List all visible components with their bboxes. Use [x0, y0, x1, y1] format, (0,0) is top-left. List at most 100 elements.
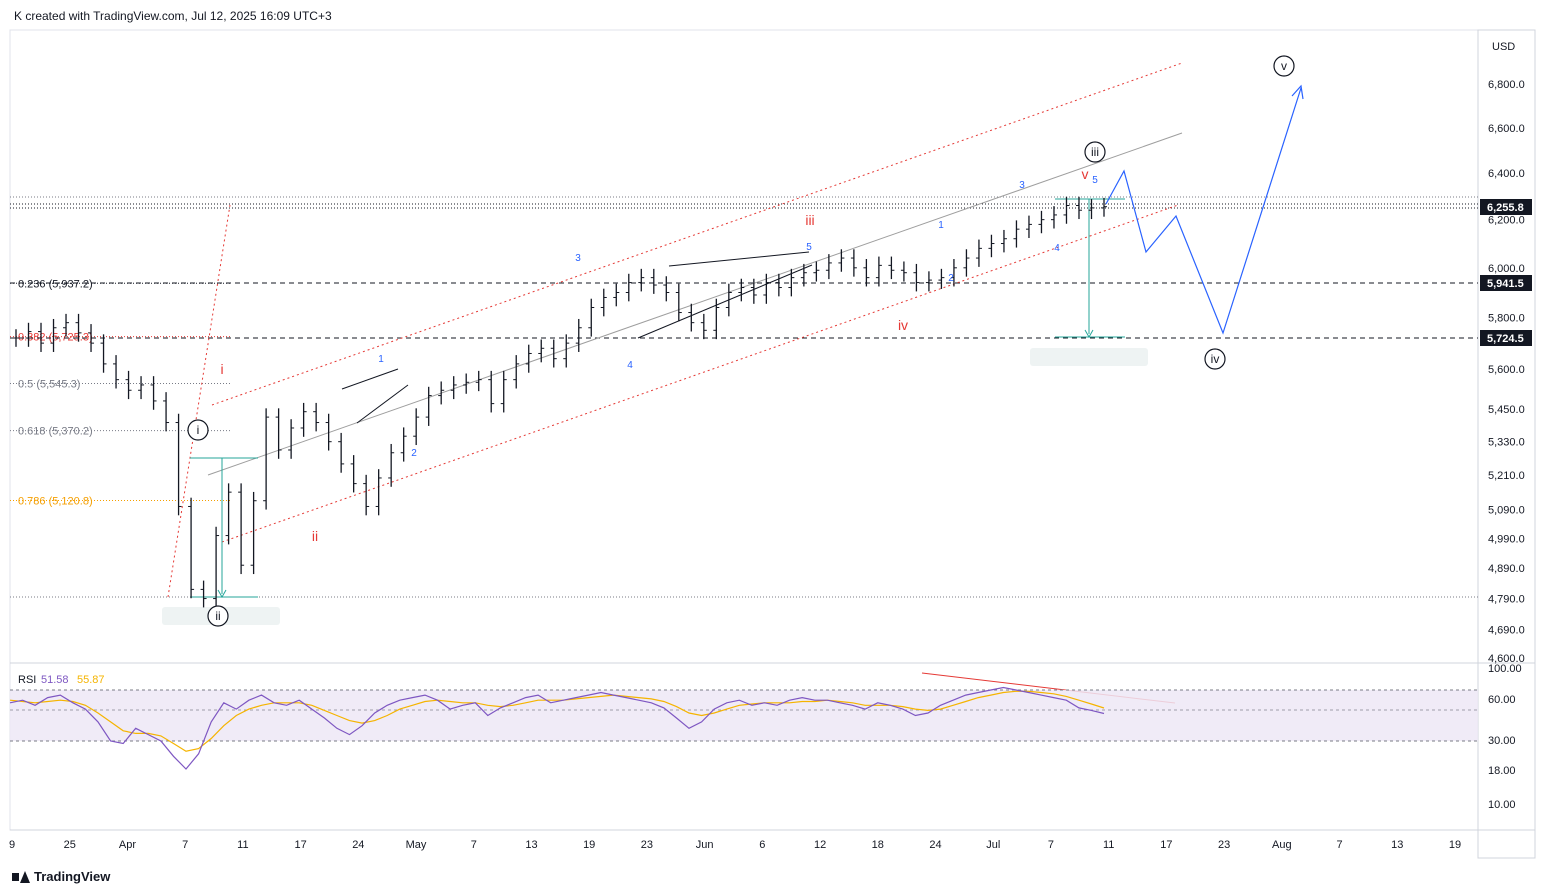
- time-tick: 6: [759, 839, 765, 851]
- price-tick: 6,000.0: [1488, 263, 1525, 275]
- time-tick: 7: [182, 839, 188, 851]
- wave-circle: [1084, 141, 1106, 163]
- price-tags[interactable]: 6,255.8 5,941.5 5,724.5: [1480, 199, 1532, 346]
- wave-label-blue: 1: [938, 220, 944, 231]
- price-axis[interactable]: 6,800.0 6,600.0 6,400.0 6,200.0 6,000.0 5,800…: [1488, 79, 1525, 665]
- fib-diagonal: [167, 204, 231, 598]
- price-tick: 4,690.0: [1488, 625, 1525, 637]
- wave-label-blue: 3: [1019, 180, 1025, 191]
- price-tick: 6,800.0: [1488, 79, 1525, 91]
- wave-circle: [1273, 55, 1295, 77]
- price-tick: 5,210.0: [1488, 470, 1525, 482]
- rsi-legend[interactable]: RSI 51.58 55.87: [18, 674, 105, 686]
- time-tick: 12: [814, 839, 826, 851]
- time-tick: May: [406, 839, 427, 851]
- price-tag-box: [1480, 330, 1532, 346]
- fib-label: 0.236 (5,937.2): [18, 278, 93, 290]
- rsi-legend-item: 51.58: [41, 674, 69, 686]
- wave-circle: [207, 605, 229, 627]
- wave-circle: [1204, 348, 1226, 370]
- wave-label-red: v: [1082, 166, 1089, 182]
- rsi-axis: 100.00 60.00 30.00 18.00 10.00: [1488, 663, 1522, 811]
- price-tick: 4,990.0: [1488, 533, 1525, 545]
- wave-label-blue: 1: [378, 354, 384, 365]
- time-tick: Aug: [1272, 839, 1292, 851]
- fib-label: 0.618 (5,370.2): [18, 426, 93, 438]
- axis-box: [1477, 29, 1536, 859]
- rsi-band: [10, 690, 1478, 741]
- price-tick: 5,600.0: [1488, 364, 1525, 376]
- time-tick: 25: [64, 839, 76, 851]
- price-tick: 4,600.0: [1488, 653, 1525, 665]
- rsi-tick: 10.00: [1488, 799, 1516, 811]
- time-tick: 23: [1218, 839, 1230, 851]
- time-tick: 24: [929, 839, 941, 851]
- rsi-ma-line: [9, 690, 1105, 752]
- time-tick: Apr: [119, 839, 136, 851]
- time-tick: 19: [583, 839, 595, 851]
- rsi-tick: 18.00: [1488, 765, 1516, 777]
- wedge-line-2a: [668, 251, 810, 267]
- wedge-line-1a: [341, 368, 399, 390]
- rsi-tick: 60.00: [1488, 694, 1516, 706]
- time-tick: 18: [872, 839, 884, 851]
- price-tick: 5,800.0: [1488, 313, 1525, 325]
- price-tag-text: 6,255.8: [1487, 202, 1524, 214]
- time-tick: 23: [641, 839, 653, 851]
- price-tick: 4,790.0: [1488, 594, 1525, 606]
- price-tick: 6,200.0: [1488, 215, 1525, 227]
- wave-label-circle: ii: [215, 609, 220, 623]
- measure-arrow-2: [1084, 329, 1094, 339]
- time-tick: 7: [1048, 839, 1054, 851]
- price-tick: 4,890.0: [1488, 563, 1525, 575]
- wave-label-blue: 3: [575, 253, 581, 264]
- rsi-legend-item: 55.87: [77, 674, 105, 686]
- time-tick: 7: [1336, 839, 1342, 851]
- channel-mid-gray: [207, 132, 1183, 476]
- tradingview-footer[interactable]: TradingView: [12, 869, 110, 884]
- time-tick: Jul: [986, 839, 1000, 851]
- wave-label-circle: iii: [1091, 145, 1099, 159]
- price-tick: 6,600.0: [1488, 123, 1525, 135]
- wave-label-blue: 2: [948, 273, 954, 284]
- price-tag-text: 5,941.5: [1487, 278, 1524, 290]
- price-tag-box: [1480, 275, 1532, 291]
- price-tick: 5,450.0: [1488, 404, 1525, 416]
- tradingview-logo-icon: [12, 870, 30, 883]
- price-tick: 6,400.0: [1488, 168, 1525, 180]
- wave-label-red: ii: [312, 528, 318, 544]
- time-tick: 24: [352, 839, 364, 851]
- projection-arrowhead: [1291, 84, 1304, 100]
- time-tick: 13: [525, 839, 537, 851]
- wave-label-circle: i: [197, 423, 200, 437]
- footer-brand: TradingView: [34, 869, 111, 884]
- measure-label-box-2: [1030, 348, 1148, 366]
- wave-label-circle: v: [1281, 59, 1287, 73]
- time-tick: Jun: [696, 839, 714, 851]
- channel-lower-red: [221, 204, 1179, 543]
- rsi-tick: 30.00: [1488, 735, 1516, 747]
- wave-label-blue: 4: [1054, 243, 1060, 254]
- time-tick: 17: [1160, 839, 1172, 851]
- wave-label-blue: 2: [411, 448, 417, 459]
- price-tag-box: [1480, 199, 1532, 215]
- wave-label-blue: 5: [1092, 175, 1098, 186]
- wave-label-blue: 4: [627, 360, 633, 371]
- price-bars: [13, 196, 1107, 608]
- time-tick: 9: [9, 839, 15, 851]
- time-tick: 11: [1103, 839, 1114, 851]
- currency-label: USD: [1492, 41, 1515, 53]
- wave-label-circle: iv: [1211, 352, 1220, 366]
- channel-upper-red: [211, 62, 1183, 406]
- projection-path: [1105, 87, 1302, 335]
- wedge-line-1b: [356, 384, 409, 424]
- price-tick: 5,330.0: [1488, 437, 1525, 449]
- fib-label: 0.5 (5,545.3): [18, 379, 80, 391]
- time-tick: 19: [1449, 839, 1461, 851]
- time-axis[interactable]: 9 25 Apr 7 11 17 24 May 7 13 19 23 Jun 6 12 18 24 Jul 7 11 1…: [9, 839, 1461, 851]
- rsi-line: [9, 686, 1105, 770]
- measure-arrow-1: [217, 589, 227, 599]
- wave-label-blue: 5: [806, 242, 812, 253]
